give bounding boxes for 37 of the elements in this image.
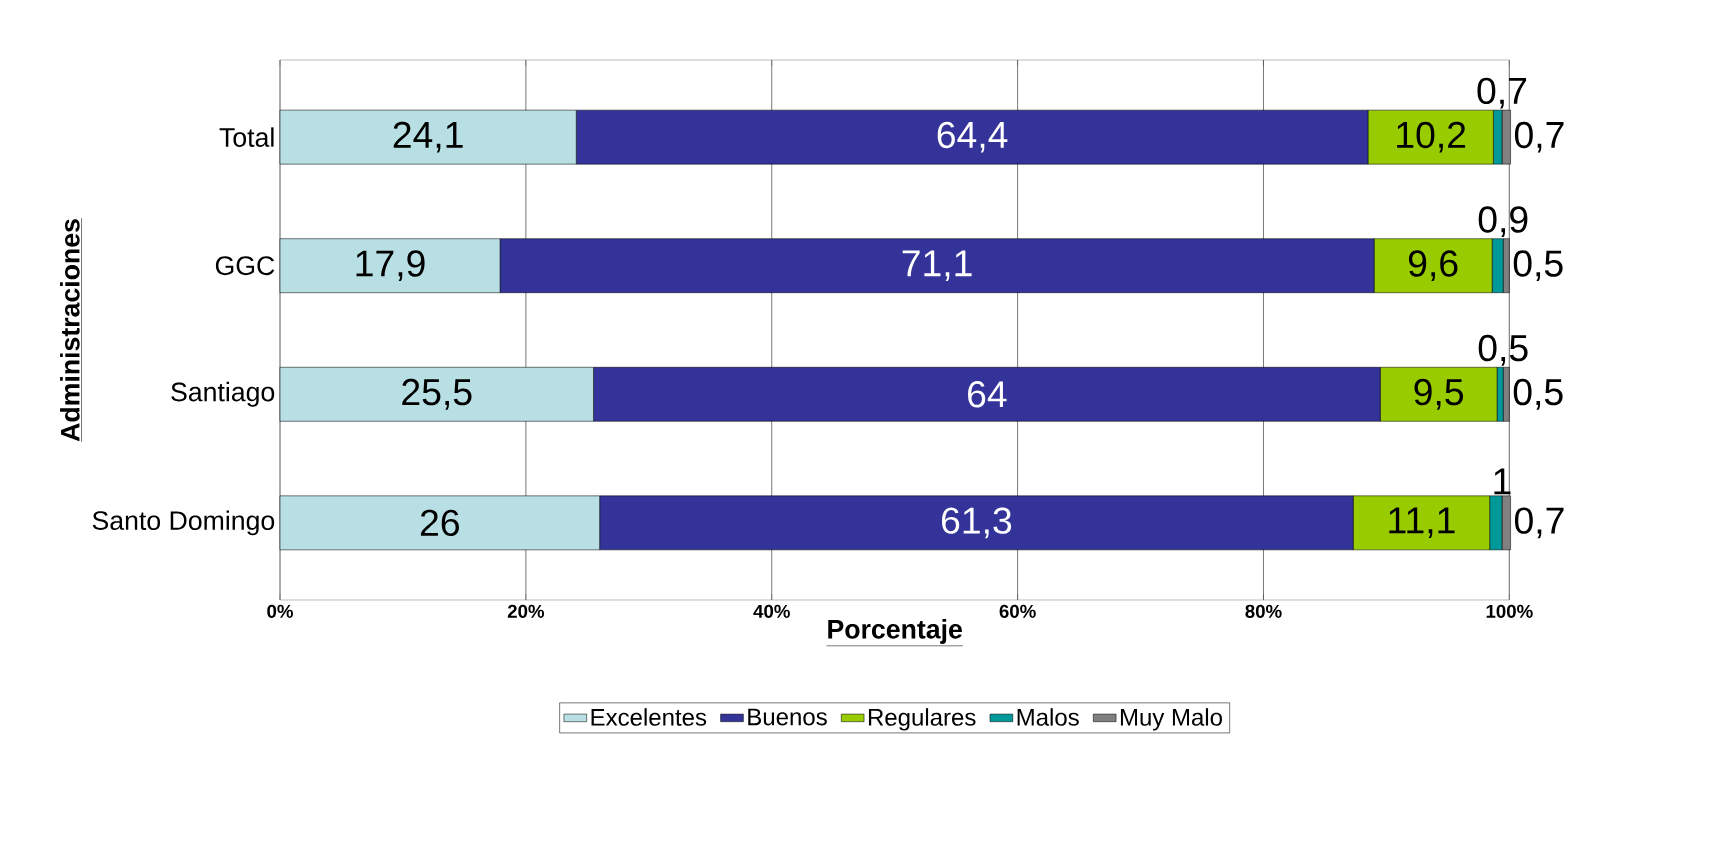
y-tick-label: Santiago xyxy=(171,381,275,407)
x-tick-label: 40% xyxy=(753,604,790,618)
x-tick-label: 0% xyxy=(267,604,293,618)
x-axis-title: Porcentaje xyxy=(828,619,962,644)
legend-label: Muy Malo xyxy=(1120,708,1222,731)
x-tick-label: 60% xyxy=(999,604,1036,618)
data-label: 0,5 xyxy=(1513,250,1563,282)
data-label: 0,7 xyxy=(1477,77,1527,109)
data-label: 17,9 xyxy=(356,250,425,282)
legend-label: Buenos xyxy=(748,708,827,726)
legend-label: Malos xyxy=(1017,708,1079,726)
data-label: 64,4 xyxy=(937,121,1008,153)
data-label: 10,2 xyxy=(1397,121,1466,153)
data-label: 0,5 xyxy=(1513,378,1563,410)
x-tick-label: 100% xyxy=(1486,604,1533,618)
legend-label: Regulares xyxy=(868,708,976,731)
data-label: 1 xyxy=(1494,468,1511,495)
data-label: 9,5 xyxy=(1414,378,1464,410)
x-tick-label: 80% xyxy=(1245,604,1282,618)
data-label: 64 xyxy=(968,381,1007,408)
data-label: 71,1 xyxy=(902,250,972,281)
data-label: 24,1 xyxy=(393,121,463,153)
data-label: 61,3 xyxy=(942,507,1012,539)
data-label: 11,1 xyxy=(1389,507,1455,539)
legend-label: Excelentes xyxy=(591,708,707,726)
data-label: 0,5 xyxy=(1478,334,1528,366)
data-label: 0,7 xyxy=(1514,507,1564,539)
y-tick-label: Santo Domingo xyxy=(92,510,275,536)
data-label: 26 xyxy=(420,509,459,537)
data-label: 9,6 xyxy=(1408,250,1458,282)
y-axis-title: Administraciones xyxy=(60,219,80,442)
x-tick-label: 20% xyxy=(507,604,545,618)
y-tick-label: Total xyxy=(219,127,274,147)
y-tick-label: GGC xyxy=(215,256,275,276)
data-label: 25,5 xyxy=(402,378,472,410)
data-label: 0,9 xyxy=(1478,206,1528,238)
data-label: 0,7 xyxy=(1514,121,1564,153)
